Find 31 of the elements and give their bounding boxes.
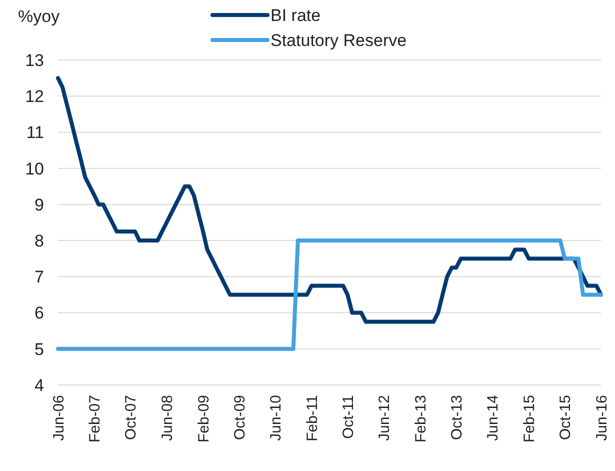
line-series <box>56 76 603 324</box>
x-tick-label: Feb-11 <box>304 395 321 442</box>
x-tick-label: Feb-07 <box>86 395 104 443</box>
x-tick-label: Jun-06 <box>50 395 68 441</box>
y-tick-label: 6 <box>34 304 44 323</box>
x-tick-label: Oct-09 <box>231 395 248 440</box>
y-tick-label: 7 <box>34 268 44 287</box>
x-tick-label: Oct-07 <box>122 395 140 440</box>
x-tick-label: Jun-08 <box>158 395 176 441</box>
y-tick-label: 13 <box>25 50 44 70</box>
x-tick-label: Feb-09 <box>195 395 212 443</box>
x-tick-label: Oct-13 <box>448 395 466 440</box>
legend-label: BI rate <box>270 6 321 25</box>
y-tick-label: 12 <box>25 87 44 106</box>
y-tick-label: 5 <box>34 340 44 359</box>
x-tick-label: Oct-15 <box>556 395 574 440</box>
y-tick-label: 10 <box>25 159 44 178</box>
x-tick-label: Jun-10 <box>267 395 284 441</box>
y-tick-label: 9 <box>34 195 44 214</box>
x-tick-label: Oct-11 <box>340 395 357 439</box>
legend-label: Statutory Reserve <box>270 30 407 50</box>
x-tick-label: Jun-16 <box>593 395 610 441</box>
y-axis-title: %yoy <box>18 7 60 26</box>
x-tick-label: Feb-15 <box>521 395 538 443</box>
x-tick-label: Feb-13 <box>412 395 430 443</box>
y-tick-label: 11 <box>26 123 44 142</box>
x-tick-label: Jun-14 <box>484 395 502 441</box>
y-tick-label: 8 <box>34 232 44 251</box>
line-series <box>56 238 603 351</box>
x-tick-label: Jun-12 <box>376 395 394 441</box>
y-tick-label: 4 <box>34 376 44 395</box>
